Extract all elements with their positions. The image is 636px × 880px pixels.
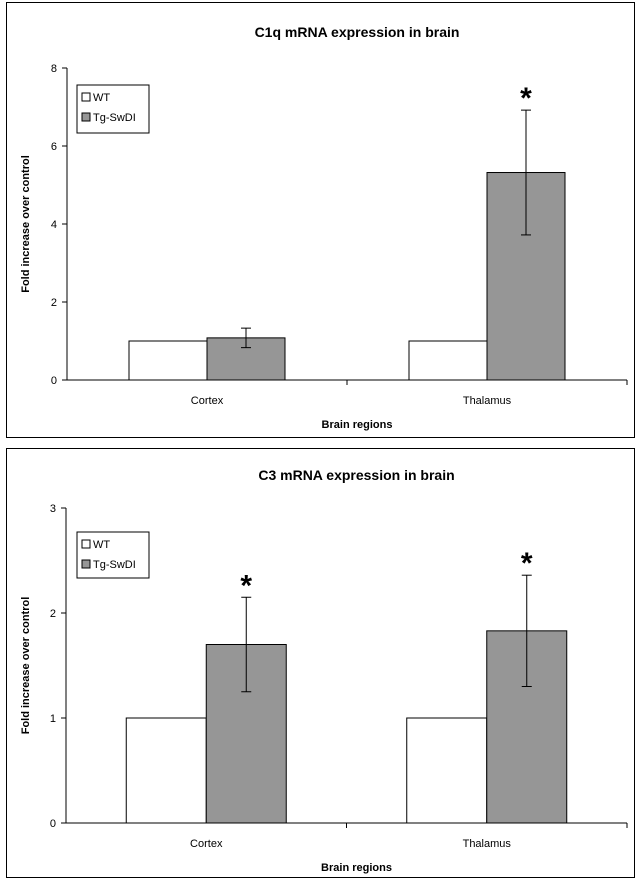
bar [408, 340, 488, 381]
y-tick-label: 6 [51, 141, 57, 153]
y-tick-label: 4 [51, 219, 57, 231]
legend-swatch [81, 559, 91, 569]
x-category-label: Thalamus [463, 838, 512, 850]
y-tick-label: 2 [50, 608, 56, 620]
y-tick-label: 3 [50, 503, 56, 515]
x-category-label: Cortex [191, 395, 224, 407]
x-category-label: Thalamus [463, 395, 512, 407]
x-axis-title: Brain regions [322, 419, 393, 431]
legend-label: WT [93, 539, 110, 551]
y-tick-label: 0 [51, 375, 57, 387]
legend-swatch [81, 112, 91, 122]
chart-c1q: C1q mRNA expression in brain 0 2 4 6 8 Fold in… [20, 24, 628, 431]
x-axis-title: Brain regions [321, 862, 392, 874]
legend-swatch [81, 92, 91, 102]
chart-title: C1q mRNA expression in brain [255, 24, 460, 40]
significance-marker: * [521, 547, 533, 580]
y-axis-title: Fold increase over control [20, 155, 32, 293]
x-category-label: Cortex [190, 838, 223, 850]
legend-swatch [81, 539, 91, 549]
legend-label: WT [93, 92, 110, 104]
bar [125, 717, 207, 824]
bar [406, 717, 488, 824]
y-axis-title: Fold increase over control [20, 597, 32, 735]
chart-c3: C3 mRNA expression in brain 0 1 2 3 Fold incr… [20, 467, 628, 874]
y-tick-label: 0 [50, 818, 56, 830]
y-tick-label: 8 [51, 63, 57, 75]
bar [128, 340, 208, 381]
chart-panel-c3: C3 mRNA expression in brain 0 1 2 3 Fold incr… [6, 448, 635, 878]
significance-marker: * [240, 569, 252, 602]
significance-marker: * [520, 82, 532, 115]
chart-title: C3 mRNA expression in brain [258, 467, 454, 483]
legend-label: Tg-SwDI [93, 112, 136, 124]
legend-box [76, 84, 150, 134]
y-tick-label: 2 [51, 297, 57, 309]
chart-panel-c1q: C1q mRNA expression in brain 0 2 4 6 8 Fold in… [6, 2, 635, 438]
legend-box [76, 531, 150, 579]
legend-label: Tg-SwDI [93, 559, 136, 571]
y-tick-label: 1 [50, 713, 56, 725]
